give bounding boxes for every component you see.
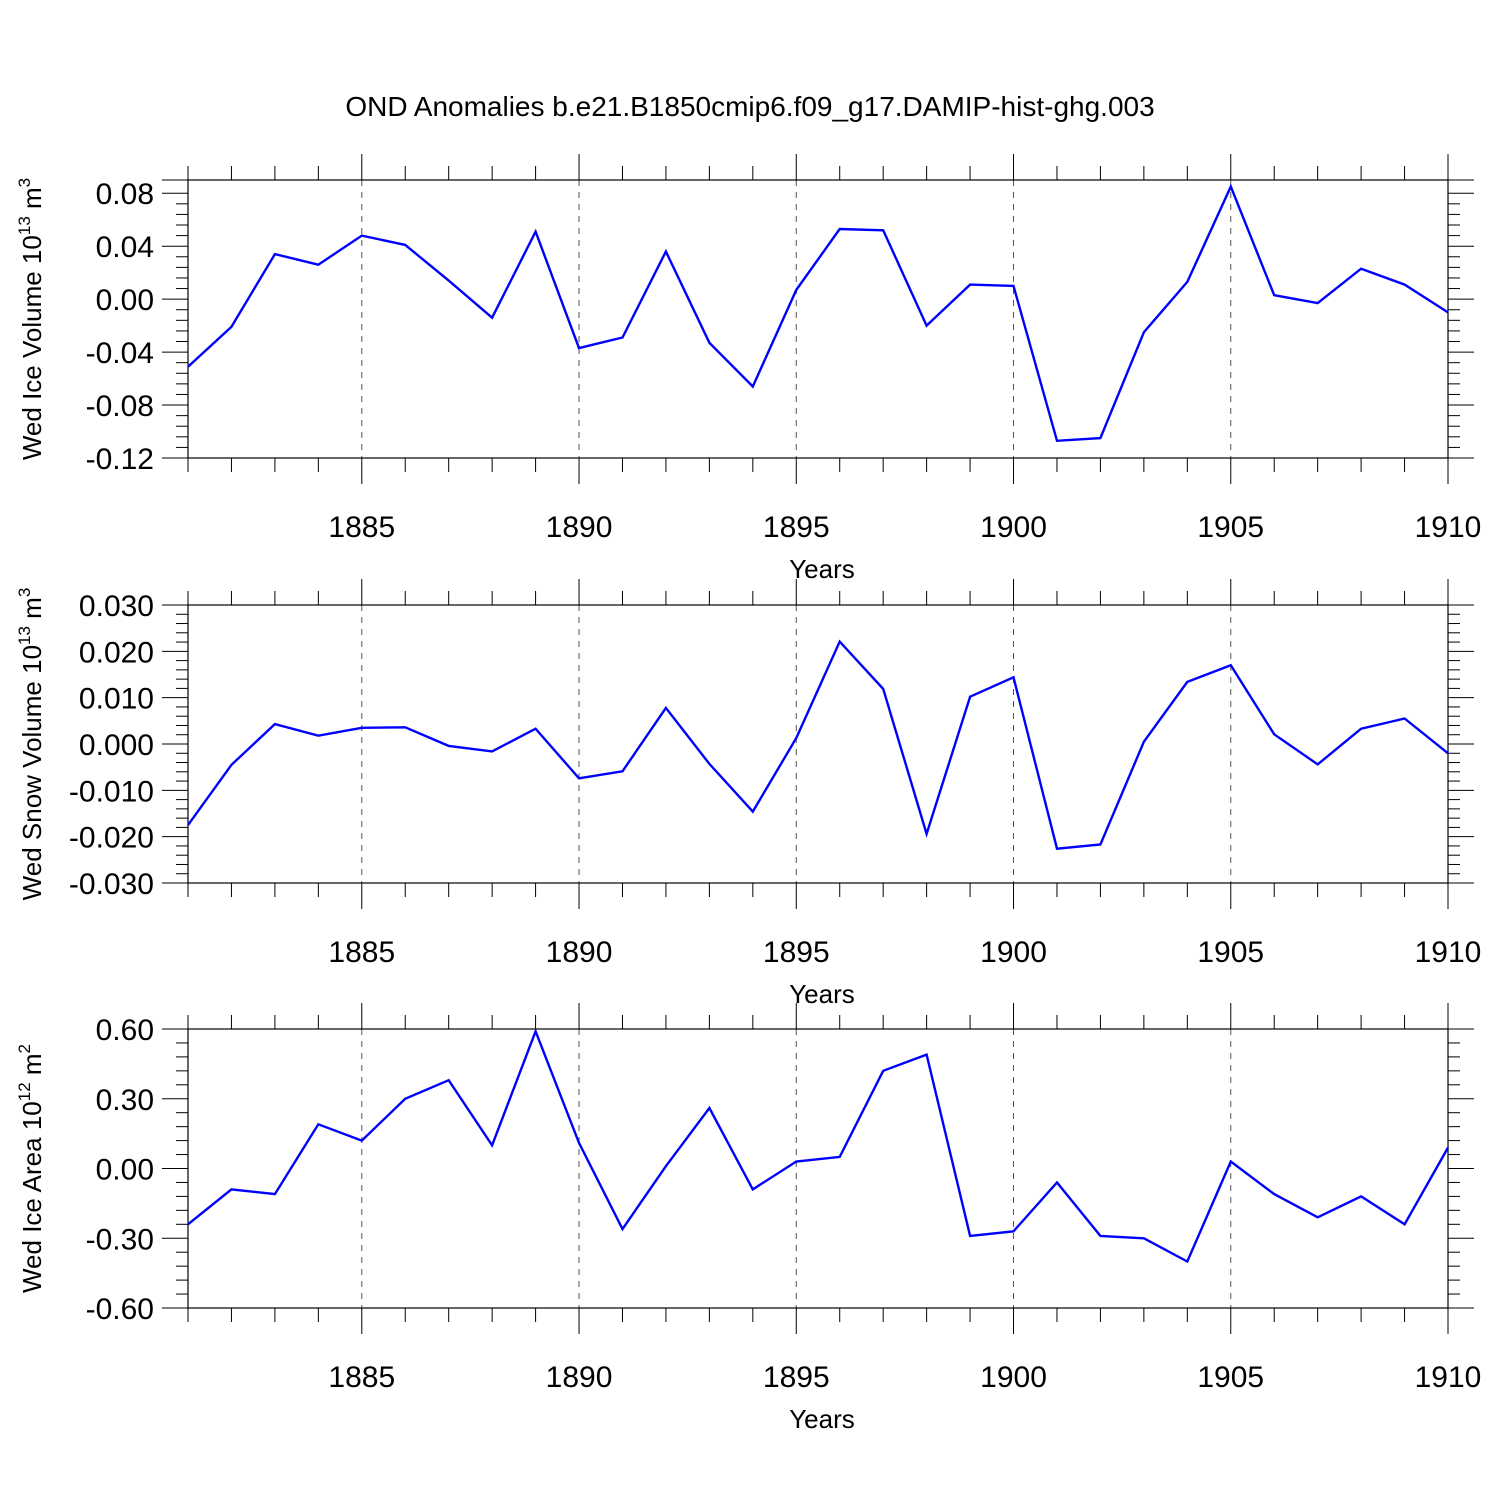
y-tick-label: 0.08 bbox=[96, 178, 154, 211]
series-line-1 bbox=[187, 1027, 1450, 1264]
x-tick-label: 1910 bbox=[1415, 511, 1482, 544]
x-axis-label: Years bbox=[789, 1404, 855, 1434]
y-axis-label: Wed Snow Volume 1013 m3 bbox=[15, 588, 47, 901]
x-tick-label: 1890 bbox=[546, 1361, 613, 1394]
x-tick-label: 1895 bbox=[763, 936, 830, 969]
x-tick-label: 1905 bbox=[1197, 1361, 1264, 1394]
x-tick-label: 1890 bbox=[546, 936, 613, 969]
x-tick-label: 1890 bbox=[546, 511, 613, 544]
y-tick-label: -0.30 bbox=[86, 1223, 154, 1256]
figure-title: OND Anomalies b.e21.B1850cmip6.f09_g17.D… bbox=[345, 91, 1154, 122]
x-tick-label: 1885 bbox=[328, 511, 395, 544]
y-tick-label: -0.60 bbox=[86, 1293, 154, 1326]
y-tick-label: 0.04 bbox=[96, 231, 154, 264]
panel-2: -0.030 -0.020 -0.010 0.000 0.010 0.020 0.030 18… bbox=[15, 579, 1481, 1009]
x-tick-label: 1900 bbox=[980, 511, 1047, 544]
y-tick-label: 0.000 bbox=[79, 729, 154, 762]
x-tick-label: 1910 bbox=[1415, 1361, 1482, 1394]
x-tick-label: 1900 bbox=[980, 1361, 1047, 1394]
x-tick-label: 1905 bbox=[1197, 936, 1264, 969]
y-tick-label: 0.00 bbox=[96, 284, 154, 317]
x-axis-label: Years bbox=[789, 979, 855, 1009]
plot-frame bbox=[187, 604, 1449, 884]
y-axis-label: Wed Ice Area 1012 m2 bbox=[15, 1044, 47, 1293]
x-tick-label: 1885 bbox=[328, 936, 395, 969]
y-tick-label: 0.60 bbox=[96, 1014, 154, 1047]
y-tick-label: -0.12 bbox=[86, 443, 154, 476]
y-axis-label: Wed Ice Volume 1013 m3 bbox=[15, 178, 47, 460]
y-tick-label: -0.08 bbox=[86, 390, 154, 423]
y-tick-label: 0.30 bbox=[96, 1084, 154, 1117]
y-tick-label: 0.010 bbox=[79, 683, 154, 716]
y-tick-label: -0.020 bbox=[69, 822, 154, 855]
y-tick-label: 0.020 bbox=[79, 636, 154, 669]
x-tick-label: 1895 bbox=[763, 1361, 830, 1394]
x-tick-label: 1900 bbox=[980, 936, 1047, 969]
y-tick-label: -0.030 bbox=[69, 868, 154, 901]
y-tick-label: 0.00 bbox=[96, 1154, 154, 1187]
x-axis-label: Years bbox=[789, 554, 855, 584]
plot-frame bbox=[187, 1028, 1449, 1309]
x-tick-label: 1885 bbox=[328, 1361, 395, 1394]
panel-1: -0.12 -0.08 -0.04 0.00 0.04 0.08 1885 1890 1895 1… bbox=[15, 154, 1481, 584]
y-tick-label: -0.04 bbox=[86, 337, 154, 370]
x-tick-label: 1895 bbox=[763, 511, 830, 544]
x-tick-label: 1905 bbox=[1197, 511, 1264, 544]
series-line-1 bbox=[187, 639, 1449, 850]
series-line-1 bbox=[187, 183, 1449, 443]
y-tick-label: 0.030 bbox=[79, 590, 154, 623]
y-tick-label: -0.010 bbox=[69, 775, 154, 808]
x-tick-label: 1910 bbox=[1415, 936, 1482, 969]
plot-frame bbox=[187, 179, 1449, 459]
panel-3: -0.60 -0.30 0.00 0.30 0.60 1885 1890 1895 1900 19… bbox=[15, 1003, 1481, 1434]
panels: -0.12 -0.08 -0.04 0.00 0.04 0.08 1885 1890 1895 1… bbox=[15, 154, 1481, 1434]
